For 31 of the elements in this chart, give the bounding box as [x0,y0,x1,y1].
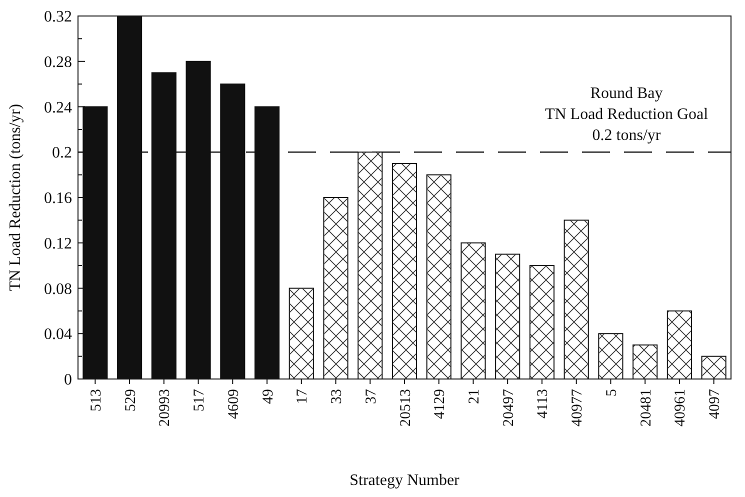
y-tick-label: 0.32 [44,8,72,26]
y-axis-title: TN Load Reduction (tons/yr) [7,104,24,292]
x-tick-label: 20481 [638,389,654,426]
y-tick-label: 0.2 [52,144,72,162]
y-tick-label: 0 [64,372,72,389]
ref-line-label: Round Bay TN Load Reduction Goal 0.2 tons/yr [544,85,709,144]
x-tick-label: 4097 [707,388,724,419]
x-tick-label: 20993 [157,389,174,426]
x-tick-label: 4129 [432,389,448,419]
y-tick-label: 0.16 [44,190,72,208]
x-tick-label: 40977 [570,388,586,426]
x-tick-label: 40961 [672,389,689,426]
x-tick-label: 4609 [226,389,242,419]
x-tick-label: 517 [192,388,208,412]
x-tick-label: 33 [329,389,346,404]
y-tick-label: 0.12 [44,235,72,252]
x-tick-label: 20497 [500,388,517,426]
y-tick-label: 0.28 [44,54,72,71]
x-tick-label: 49 [260,389,276,404]
x-tick-label: 513 [88,389,104,412]
y-tick-label: 0.24 [44,99,72,116]
x-tick-label: 529 [122,389,139,412]
x-tick-label: 5 [604,389,620,396]
x-tick-label: 4113 [535,389,552,418]
x-axis-title: Strategy Number [350,472,460,489]
y-tick-label: 0.04 [44,326,72,344]
x-tick-label: 17 [294,388,311,404]
x-tick-label: 21 [466,389,482,404]
y-tick-label: 0.08 [44,280,72,298]
x-tick-label: 20513 [398,389,414,426]
x-tick-label: 37 [363,388,380,404]
